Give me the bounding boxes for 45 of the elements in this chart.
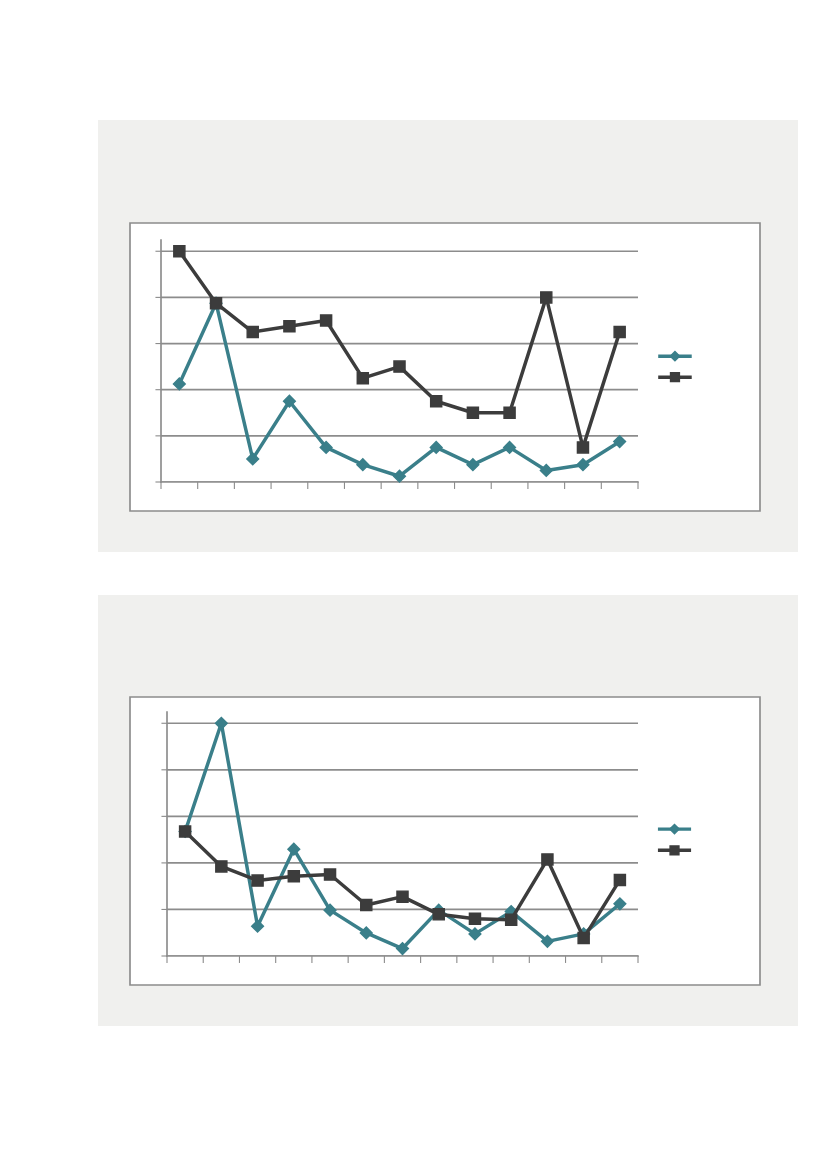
point [577, 931, 590, 945]
point [214, 716, 228, 730]
point [172, 377, 186, 391]
point [613, 873, 627, 887]
point [466, 406, 480, 420]
point [395, 941, 410, 956]
point [360, 898, 373, 912]
point [576, 458, 590, 472]
point [613, 325, 626, 339]
point [287, 842, 301, 856]
point [287, 869, 301, 883]
point [504, 913, 518, 926]
point [540, 291, 553, 304]
point [323, 903, 337, 917]
point [283, 319, 296, 333]
point [319, 440, 333, 454]
point [393, 360, 406, 373]
point [282, 394, 297, 408]
point [356, 458, 370, 472]
point [173, 244, 186, 258]
point [356, 371, 370, 385]
point [466, 458, 480, 472]
point [429, 440, 443, 454]
point [468, 912, 482, 926]
point [541, 853, 554, 866]
point [250, 919, 265, 933]
point [503, 406, 516, 420]
point [251, 874, 264, 887]
point [539, 463, 553, 478]
point [613, 435, 627, 449]
point [323, 868, 337, 881]
point [432, 908, 445, 921]
point [215, 860, 228, 873]
point [502, 440, 517, 454]
point [576, 441, 590, 454]
point [319, 314, 333, 327]
point [429, 394, 443, 408]
point [613, 897, 627, 911]
point [392, 469, 407, 483]
point [246, 325, 259, 339]
point [468, 927, 482, 941]
point [359, 926, 373, 940]
point [246, 452, 260, 466]
point [540, 934, 555, 948]
point [396, 890, 409, 903]
